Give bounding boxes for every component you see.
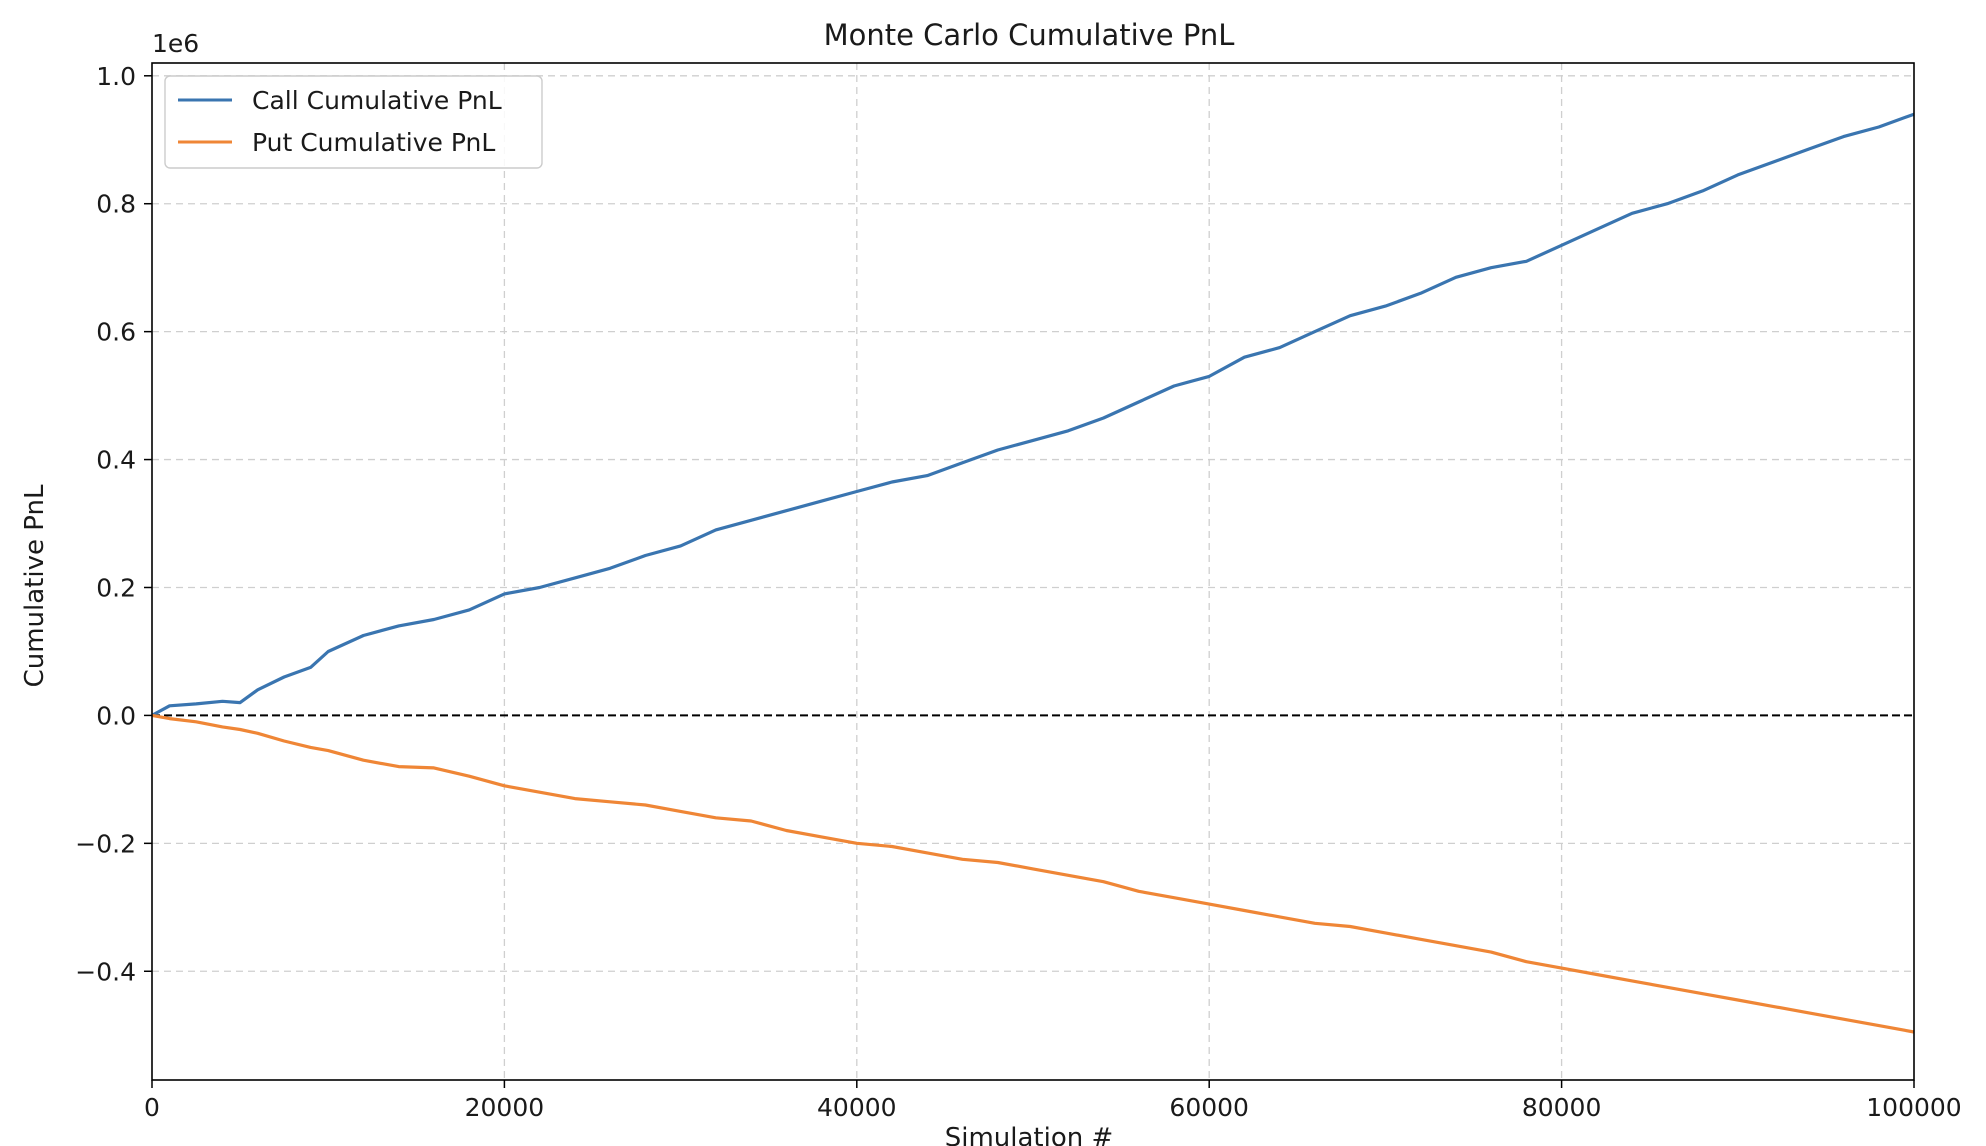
y-axis-ticks: −0.4 −0.2 0.0 0.2 0.4 0.6 0.8 1.0 <box>75 62 152 986</box>
y-tick-label: −0.4 <box>75 957 136 986</box>
legend-box <box>164 75 543 169</box>
grid <box>152 63 1914 1080</box>
y-tick-label: 0.2 <box>96 573 136 602</box>
x-tick-label: 60000 <box>1169 1093 1249 1122</box>
x-axis-ticks: 0 20000 40000 60000 80000 100000 <box>144 1080 1962 1122</box>
x-tick-label: 80000 <box>1522 1093 1602 1122</box>
x-tick-label: 40000 <box>817 1093 897 1122</box>
y-tick-label: 0.4 <box>96 446 136 475</box>
x-tick-label: 0 <box>144 1093 160 1122</box>
series-layer <box>151 112 1915 1034</box>
chart-title: Monte Carlo Cumulative PnL <box>824 18 1235 52</box>
call-pnl-line <box>151 112 1915 717</box>
put-pnl-line <box>151 713 1915 1034</box>
y-tick-label: 0.8 <box>96 190 136 219</box>
axes-frame <box>151 62 1915 1081</box>
legend: Call Cumulative PnL Put Cumulative PnL <box>164 75 543 169</box>
legend-put-label: Put Cumulative PnL <box>252 128 495 157</box>
legend-call-label: Call Cumulative PnL <box>252 86 502 115</box>
y-axis-label: Cumulative PnL <box>20 484 50 687</box>
y-tick-label: 0.6 <box>96 318 136 347</box>
y-tick-label: 1.0 <box>96 62 136 91</box>
y-offset-label: 1e6 <box>152 29 199 58</box>
y-tick-label: 0.0 <box>96 701 136 730</box>
y-tick-label: −0.2 <box>75 829 136 858</box>
x-axis-label: Simulation # <box>945 1123 1114 1146</box>
x-tick-label: 20000 <box>465 1093 545 1122</box>
x-tick-label: 100000 <box>1866 1093 1961 1122</box>
